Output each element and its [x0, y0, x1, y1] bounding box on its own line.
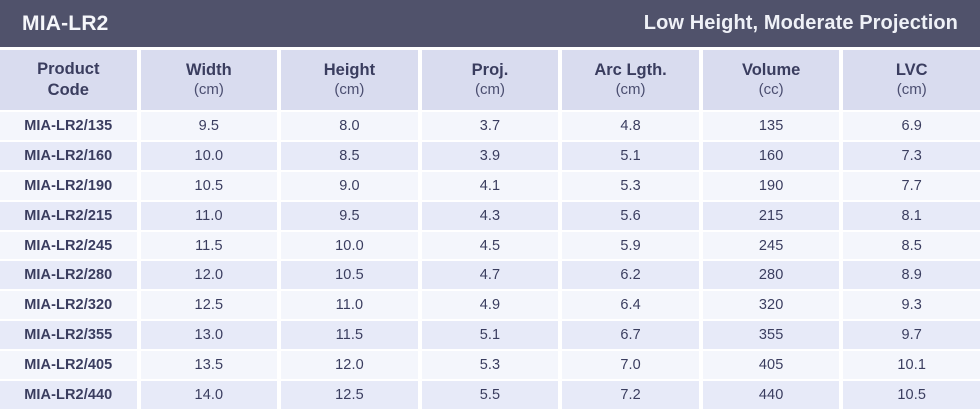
product-code-cell: MIA-LR2/355: [0, 321, 137, 350]
column-header-unit: (cm): [334, 80, 365, 98]
product-code-cell: MIA-LR2/190: [0, 171, 137, 200]
value-cell: 190: [702, 171, 840, 200]
column-header-label: Height: [323, 61, 376, 80]
value-cell: 9.5: [281, 201, 418, 230]
value-cell: 8.5: [843, 231, 980, 260]
value-cell: 6.7: [562, 321, 699, 350]
product-code-cell: MIA-LR2/405: [0, 351, 137, 380]
value-cell: 10.1: [843, 351, 980, 380]
value-cell: 4.1: [421, 171, 559, 200]
column-header-product-code: Product Code: [0, 50, 137, 110]
value-cell: 215: [702, 201, 840, 230]
value-cell: 7.0: [562, 351, 699, 380]
value-cell: 5.5: [421, 381, 559, 409]
value-cell: 3.7: [421, 112, 559, 140]
column-header-unit: (cm): [896, 80, 927, 98]
value-cell: 11.5: [140, 231, 278, 260]
value-cell: 8.1: [843, 201, 980, 230]
value-cell: 5.1: [562, 141, 699, 170]
value-cell: 10.0: [140, 141, 278, 170]
column-header-volume: Volume (cc): [702, 50, 840, 110]
value-cell: 160: [702, 141, 840, 170]
value-cell: 6.2: [562, 261, 699, 290]
column-header-width: Width (cm): [140, 50, 278, 110]
value-cell: 5.3: [562, 171, 699, 200]
column-header-label: LVC: [895, 61, 928, 80]
value-cell: 9.5: [140, 112, 278, 140]
column-header-unit: (cm): [193, 80, 224, 98]
value-cell: 10.5: [140, 171, 278, 200]
value-cell: 405: [702, 351, 840, 380]
column-header-unit: (cc): [758, 80, 784, 98]
product-code-cell: MIA-LR2/135: [0, 112, 137, 140]
product-line-title: MIA-LR2: [22, 11, 109, 35]
value-cell: 135: [702, 112, 840, 140]
value-cell: 7.7: [843, 171, 980, 200]
value-cell: 11.5: [281, 321, 418, 350]
column-header-arc-length: Arc Lgth. (cm): [562, 50, 699, 110]
value-cell: 4.9: [421, 291, 559, 320]
value-cell: 9.3: [843, 291, 980, 320]
value-cell: 5.9: [562, 231, 699, 260]
value-cell: 320: [702, 291, 840, 320]
column-header-projection: Proj. (cm): [421, 50, 559, 110]
product-code-cell: MIA-LR2/215: [0, 201, 137, 230]
column-header-label: Product Code: [37, 60, 100, 99]
value-cell: 11.0: [140, 201, 278, 230]
value-cell: 8.5: [281, 141, 418, 170]
column-header-height: Height (cm): [281, 50, 418, 110]
profile-description: Low Height, Moderate Projection: [643, 12, 958, 34]
title-bar: MIA-LR2 Low Height, Moderate Projection: [0, 0, 980, 47]
value-cell: 6.9: [843, 112, 980, 140]
value-cell: 7.3: [843, 141, 980, 170]
value-cell: 5.3: [421, 351, 559, 380]
value-cell: 3.9: [421, 141, 559, 170]
value-cell: 4.7: [421, 261, 559, 290]
column-header-label: Width: [186, 61, 232, 80]
value-cell: 4.3: [421, 201, 559, 230]
product-code-cell: MIA-LR2/245: [0, 231, 137, 260]
value-cell: 355: [702, 321, 840, 350]
value-cell: 5.6: [562, 201, 699, 230]
value-cell: 4.8: [562, 112, 699, 140]
value-cell: 12.5: [140, 291, 278, 320]
value-cell: 12.5: [281, 381, 418, 409]
product-code-cell: MIA-LR2/280: [0, 261, 137, 290]
value-cell: 12.0: [140, 261, 278, 290]
value-cell: 8.0: [281, 112, 418, 140]
value-cell: 8.9: [843, 261, 980, 290]
spec-table: Product Code Width (cm) Height (cm) Proj…: [0, 50, 980, 409]
product-code-cell: MIA-LR2/320: [0, 291, 137, 320]
column-header-unit: (cm): [474, 80, 505, 98]
column-header-label: Arc Lgth.: [594, 61, 667, 80]
value-cell: 9.7: [843, 321, 980, 350]
value-cell: 13.5: [140, 351, 278, 380]
value-cell: 10.0: [281, 231, 418, 260]
product-code-cell: MIA-LR2/160: [0, 141, 137, 170]
value-cell: 12.0: [281, 351, 418, 380]
value-cell: 14.0: [140, 381, 278, 409]
value-cell: 4.5: [421, 231, 559, 260]
value-cell: 245: [702, 231, 840, 260]
product-code-cell: MIA-LR2/440: [0, 381, 137, 409]
value-cell: 13.0: [140, 321, 278, 350]
column-header-unit: (cm): [615, 80, 646, 98]
column-header-label: Proj.: [471, 61, 509, 80]
column-header-lvc: LVC (cm): [843, 50, 980, 110]
value-cell: 7.2: [562, 381, 699, 409]
value-cell: 11.0: [281, 291, 418, 320]
value-cell: 9.0: [281, 171, 418, 200]
value-cell: 10.5: [843, 381, 980, 409]
value-cell: 5.1: [421, 321, 559, 350]
value-cell: 10.5: [281, 261, 418, 290]
value-cell: 280: [702, 261, 840, 290]
value-cell: 440: [702, 381, 840, 409]
column-header-label: Volume: [741, 61, 801, 80]
value-cell: 6.4: [562, 291, 699, 320]
